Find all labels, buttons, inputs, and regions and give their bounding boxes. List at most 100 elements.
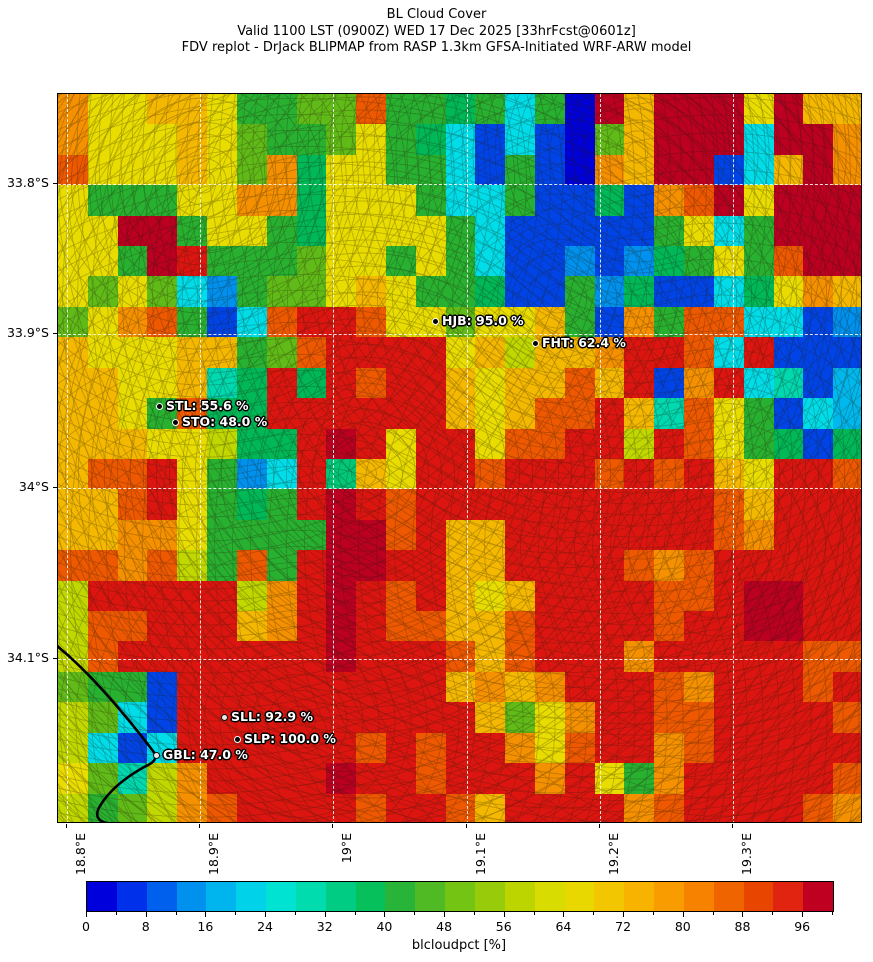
map-cell (505, 793, 536, 822)
map-cell (445, 763, 476, 794)
map-cell (296, 337, 327, 368)
map-cell (803, 428, 834, 459)
colorbar-axis-label: blcloudpct [%] (411, 938, 507, 953)
map-cell (385, 276, 416, 307)
map-cell (833, 276, 861, 307)
map-cell (654, 398, 685, 429)
map-cell (415, 124, 446, 155)
map-cell (87, 367, 118, 399)
station-label: GBL: 47.0 % (163, 747, 248, 762)
map-cell (236, 215, 267, 247)
map-cell (207, 763, 237, 794)
map-cell (87, 337, 118, 368)
colorbar-tick-label: 64 (555, 919, 572, 934)
colorbar-segment (355, 882, 386, 911)
map-cell (535, 763, 565, 794)
colorbar-segment (87, 882, 117, 911)
map-cell (505, 337, 536, 368)
map-cell (117, 611, 148, 642)
map-cell (296, 124, 327, 155)
station-label: HJB: 95.0 % (442, 313, 524, 328)
map-cell (415, 580, 446, 612)
map-cell (236, 94, 267, 125)
grid-line-lon (733, 94, 734, 822)
map-cell (564, 246, 595, 277)
map-cell (624, 276, 655, 307)
map-cell (803, 185, 834, 216)
map-cell (326, 246, 357, 277)
map-cell (236, 611, 267, 642)
map-cell (296, 732, 327, 764)
colorbar-tick-mark (742, 912, 744, 917)
map-cell (803, 276, 834, 307)
colorbar-tick-mark (503, 912, 505, 917)
map-cell (236, 398, 267, 429)
colorbar-tick-label: 8 (141, 919, 150, 934)
map-cell (833, 611, 861, 642)
map-cell (326, 550, 357, 581)
map-cell (236, 154, 267, 186)
map-cell (356, 793, 386, 822)
map-cell (117, 702, 148, 733)
map-cell (654, 732, 685, 764)
map-cell (385, 215, 416, 247)
map-cell (207, 306, 237, 338)
map-cell (445, 732, 476, 764)
map-cell (296, 793, 327, 822)
map-cell (296, 154, 327, 186)
map-cell (654, 246, 685, 277)
map-cell (266, 185, 297, 216)
map-cell (356, 215, 386, 247)
map-cell (684, 337, 714, 368)
map-cell (58, 793, 88, 822)
map-cell (415, 519, 446, 551)
map-cell (803, 550, 834, 581)
map-cell (326, 367, 357, 399)
station-marker (172, 419, 179, 426)
chart-title: BL Cloud Cover (386, 7, 487, 22)
map-cell (296, 641, 327, 672)
map-cell (58, 580, 88, 612)
map-cell (58, 124, 88, 155)
map-cell (535, 458, 565, 490)
map-cell (684, 671, 714, 703)
colorbar-segment (803, 882, 834, 911)
station-label: SLL: 92.9 % (231, 709, 314, 724)
map-cell (833, 671, 861, 703)
map-cell (326, 306, 357, 338)
map-cell (177, 124, 208, 155)
map-cell (505, 124, 536, 155)
map-cell (594, 458, 625, 490)
map-cell (296, 489, 327, 520)
map-cell (743, 337, 774, 368)
map-cell (654, 671, 685, 703)
map-cell (266, 337, 297, 368)
map-cell (505, 580, 536, 612)
map-cell (654, 94, 685, 125)
map-cell (803, 367, 834, 399)
map-cell (296, 215, 327, 247)
map-cell (87, 154, 118, 186)
map-cell (356, 185, 386, 216)
map-cell (773, 732, 804, 764)
map-cell (117, 519, 148, 551)
y-tick-label: 34.1°S (6, 650, 49, 665)
map-cell (58, 702, 88, 733)
map-cell (415, 154, 446, 186)
map-cell (296, 458, 327, 490)
map-cell (535, 398, 565, 429)
map-cell (773, 306, 804, 338)
map-cell (624, 611, 655, 642)
station-marker (234, 736, 241, 743)
y-tick-mark (53, 658, 57, 659)
map-cell (833, 398, 861, 429)
colorbar-segment (683, 882, 714, 911)
map-cell (445, 428, 476, 459)
map-cell (535, 641, 565, 672)
map-cell (177, 611, 208, 642)
map-cell (624, 428, 655, 459)
colorbar-segment (266, 882, 296, 911)
map-cell (385, 428, 416, 459)
map-cell (147, 793, 178, 822)
map-cell (236, 428, 267, 459)
